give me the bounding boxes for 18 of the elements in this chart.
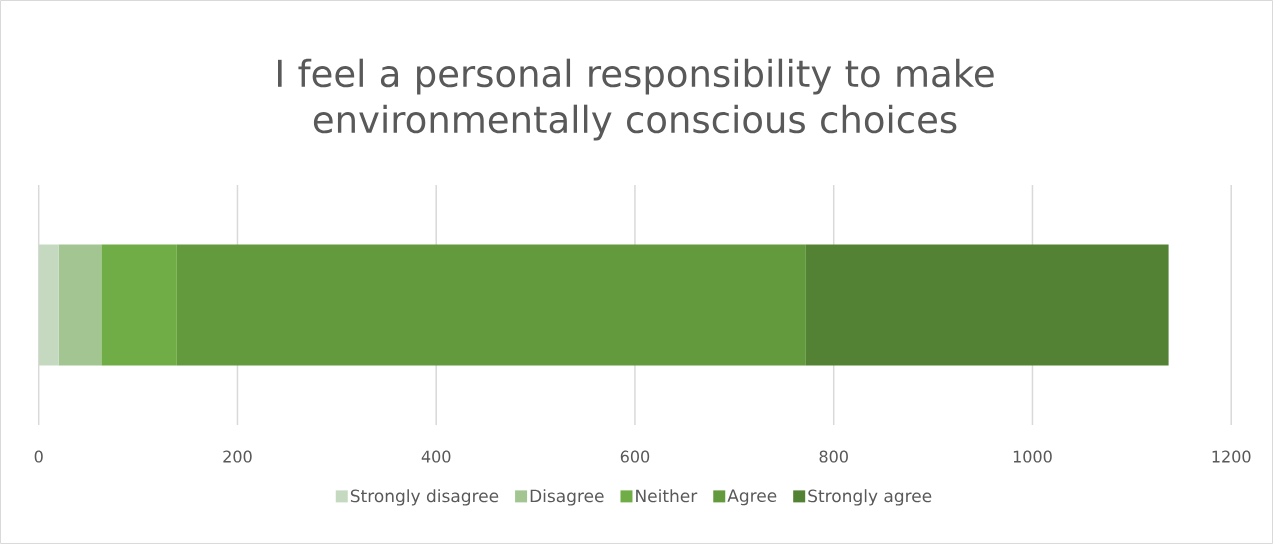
bar — [58, 244, 102, 366]
legend-label: Disagree — [530, 489, 604, 506]
x-tick-label: 1000 — [1013, 450, 1052, 463]
x-tick-label: 600 — [620, 450, 650, 463]
x-tick-label: 800 — [819, 450, 848, 463]
legend-label: Neither — [636, 489, 698, 503]
x-tick-label: 200 — [223, 450, 252, 463]
x-tick-label: 400 — [421, 450, 451, 463]
bar — [38, 244, 59, 366]
x-tick-label: 1200 — [1212, 450, 1251, 463]
bar — [176, 244, 806, 366]
bar — [805, 244, 1169, 366]
legend-label: Strongly agree — [808, 489, 932, 506]
chart-title: I feel a personal responsibility to make environmentally conscious choices — [277, 58, 994, 141]
legend-label: Agree — [727, 489, 777, 506]
legend-label: Strongly disagree — [350, 489, 499, 506]
bar — [101, 244, 177, 366]
x-tick-label: 0 — [34, 450, 43, 463]
